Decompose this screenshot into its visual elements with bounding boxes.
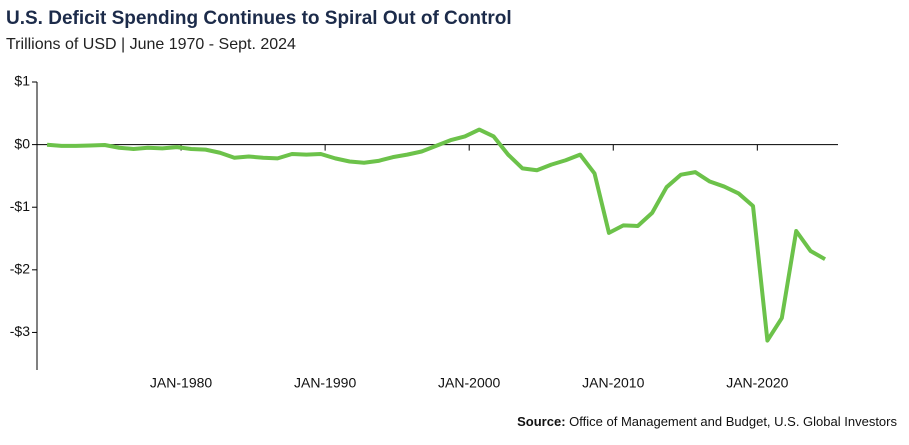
chart-subtitle: Trillions of USD | June 1970 - Sept. 202… <box>6 36 296 53</box>
source-label: Source: <box>517 414 565 429</box>
x-tick-label: JAN-2010 <box>582 375 644 391</box>
x-tick-label: JAN-1980 <box>150 375 212 391</box>
source: Source: Office of Management and Budget,… <box>517 414 897 429</box>
y-tick-label: $1 <box>14 73 30 89</box>
y-tick-label: -$3 <box>10 323 30 339</box>
x-tick-label: JAN-2020 <box>726 375 788 391</box>
y-tick-label: -$1 <box>10 198 30 214</box>
source-text: Office of Management and Budget, U.S. Gl… <box>569 414 897 429</box>
data-line <box>46 127 827 343</box>
y-tick-label: $0 <box>14 135 30 151</box>
chart-title: U.S. Deficit Spending Continues to Spira… <box>6 8 512 29</box>
x-tick-label: JAN-1990 <box>294 375 356 391</box>
x-tick-label: JAN-2000 <box>438 375 500 391</box>
y-tick-label: -$2 <box>10 261 30 277</box>
